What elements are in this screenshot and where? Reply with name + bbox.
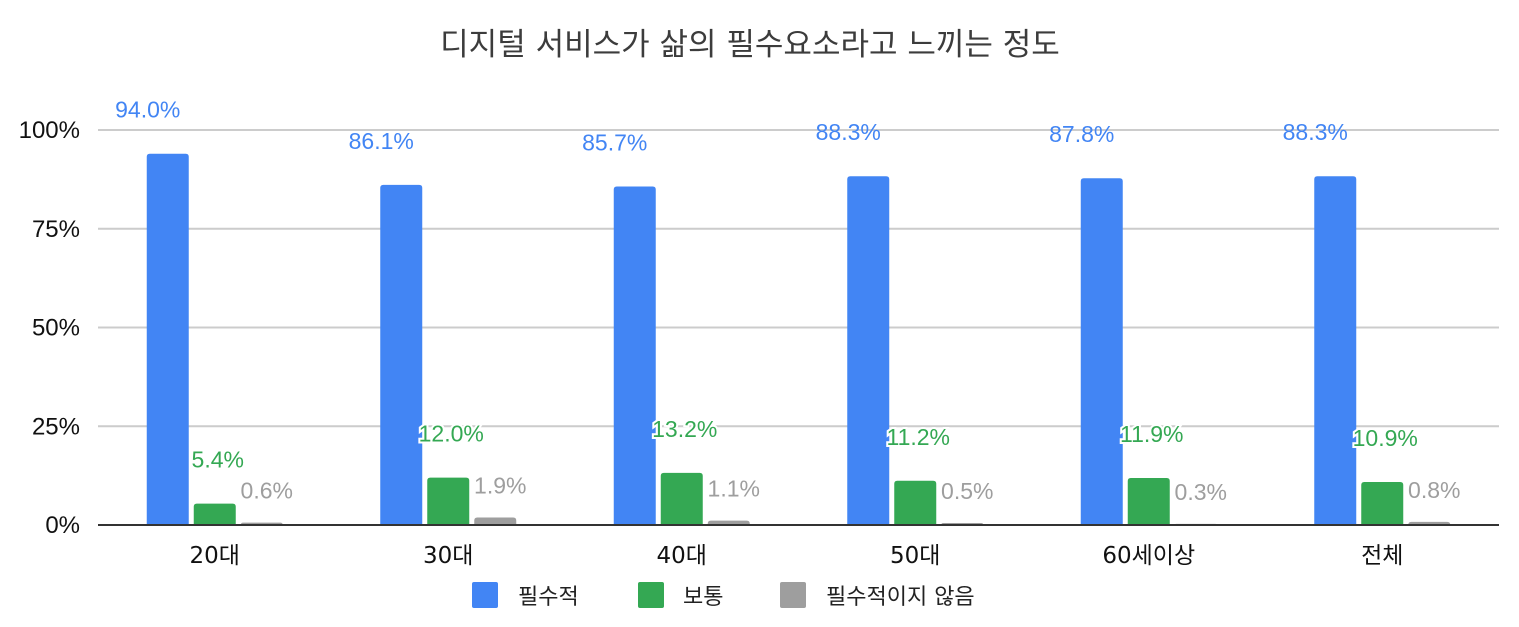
- y-tick-label: 100%: [19, 117, 80, 144]
- data-label: 0.5%: [941, 478, 993, 504]
- x-category-label: 50대: [890, 543, 940, 569]
- legend-swatch: [472, 582, 498, 608]
- x-category-label: 전체: [1361, 543, 1403, 569]
- data-label: 86.1%: [349, 128, 414, 154]
- bar-neutral: [660, 472, 703, 525]
- legend-swatch: [638, 582, 664, 608]
- data-label: 94.0%: [115, 97, 180, 123]
- y-axis-ticks: 0% 25% 50% 75% 100%: [19, 117, 80, 539]
- data-label: 13.2%: [652, 416, 717, 442]
- legend-swatch: [780, 582, 806, 608]
- bar-essential: [380, 184, 423, 525]
- bar-neutral: [427, 477, 470, 525]
- bar-neutral: [193, 503, 236, 525]
- y-tick-label: 75%: [32, 216, 80, 243]
- data-label: 11.2%: [886, 424, 950, 450]
- y-tick-label: 50%: [32, 315, 80, 342]
- bar-essential: [613, 186, 656, 526]
- legend-label: 필수적: [518, 585, 579, 610]
- y-tick-label: 25%: [32, 413, 80, 440]
- data-label: 87.8%: [1049, 121, 1114, 147]
- data-label: 0.8%: [1408, 477, 1460, 503]
- legend-label: 필수적이지 않음: [826, 585, 975, 610]
- bar-not-essential: [707, 520, 750, 525]
- data-label: 11.9%: [1120, 421, 1184, 447]
- x-category-label: 40대: [657, 543, 707, 569]
- data-label: 0.3%: [1175, 479, 1227, 505]
- data-label: 10.9%: [1353, 425, 1418, 451]
- legend-label: 보통: [683, 585, 723, 610]
- data-label: 1.1%: [708, 476, 760, 502]
- x-category-label: 30대: [423, 543, 473, 569]
- legend: 필수적 보통 필수적이지 않음: [472, 582, 975, 610]
- data-labels: 94.0% 5.4% 0.6% 86.1% 12.0% 1.9% 85.7% 13.2% 1.1…: [115, 97, 1460, 505]
- bar-not-essential: [474, 517, 517, 525]
- bar-neutral: [1127, 477, 1170, 525]
- data-label: 12.0%: [419, 421, 484, 447]
- x-category-label: 60세이상: [1102, 543, 1195, 569]
- bar-essential: [1080, 178, 1123, 525]
- gridlines: [98, 129, 1499, 428]
- data-label: 85.7%: [582, 129, 647, 155]
- chart-title: 디지털 서비스가 삶의 필수요소라고 느끼는 정도: [440, 27, 1060, 63]
- bar-neutral: [894, 480, 937, 525]
- bar-neutral: [1361, 481, 1404, 525]
- bars: [146, 153, 1451, 526]
- data-label: 5.4%: [192, 447, 244, 473]
- bar-essential: [847, 176, 890, 525]
- category-labels: 20대 30대 40대 50대 60세이상 전체: [190, 543, 1404, 569]
- data-label: 88.3%: [1283, 119, 1348, 145]
- bar-essential: [1314, 176, 1357, 525]
- data-label: 88.3%: [816, 119, 881, 145]
- data-label: 0.6%: [241, 478, 293, 504]
- x-category-label: 20대: [190, 543, 240, 569]
- y-tick-label: 0%: [45, 512, 80, 539]
- bar-essential: [146, 153, 189, 525]
- data-label: 1.9%: [474, 472, 526, 498]
